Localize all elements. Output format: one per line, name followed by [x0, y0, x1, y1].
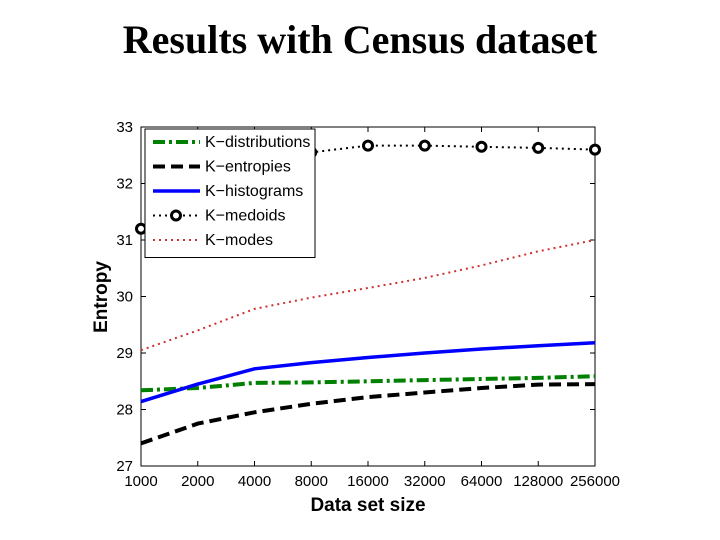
x-tick-label: 64000: [461, 473, 503, 490]
legend-label: K−distributions: [205, 134, 310, 151]
x-tick-label: 256000: [570, 473, 620, 490]
y-axis-label: Entropy: [91, 261, 112, 333]
series-line: [140, 341, 596, 404]
x-tick-label: 8000: [295, 473, 328, 490]
chart-ticks: 1000 2000 4000 8000 16000 32000 64000 128000 256…: [116, 119, 620, 490]
chart-legend: K−distributions K−entropies K−histograms K−…: [144, 128, 316, 258]
x-tick-label: 4000: [238, 473, 271, 490]
series-1: [140, 382, 596, 446]
series-marker: [589, 143, 601, 156]
x-tick-label: 1000: [124, 473, 157, 490]
y-tick-label: 28: [116, 402, 133, 419]
legend-label: K−entropies: [205, 159, 291, 176]
legend-label: K−modes: [205, 232, 273, 249]
y-tick-label: 30: [116, 289, 133, 306]
series-marker: [135, 222, 147, 235]
series-line: [140, 374, 596, 393]
series-4: [140, 239, 596, 352]
legend-marker: [170, 209, 182, 222]
series-marker: [475, 140, 488, 153]
series-marker: [362, 139, 374, 152]
series-marker: [532, 141, 545, 154]
x-axis-label: Data set size: [310, 495, 425, 516]
y-tick-label: 33: [116, 119, 133, 136]
legend-label: K−medoids: [205, 208, 286, 225]
legend-box: [144, 128, 316, 258]
legend-item: K−medoids: [153, 208, 286, 225]
legend-item: K−distributions: [153, 134, 310, 151]
legend-item: K−entropies: [153, 159, 291, 176]
slide-title: Results with Census dataset: [122, 17, 598, 62]
y-tick-label: 32: [116, 176, 133, 193]
series-line: [140, 239, 596, 352]
series-0: [140, 374, 596, 393]
x-tick-label: 32000: [404, 473, 446, 490]
series-line: [140, 382, 596, 446]
series-marker: [418, 139, 431, 152]
x-tick-label: 128000: [513, 473, 563, 490]
legend-item: K−modes: [153, 232, 273, 249]
legend-item: K−histograms: [153, 183, 303, 200]
x-tick-label: 16000: [347, 473, 389, 490]
y-tick-label: 27: [116, 458, 133, 475]
series-2: [140, 341, 596, 404]
y-tick-label: 29: [116, 345, 133, 362]
y-tick-label: 31: [116, 232, 133, 249]
legend-label: K−histograms: [205, 183, 303, 200]
x-tick-label: 2000: [181, 473, 214, 490]
